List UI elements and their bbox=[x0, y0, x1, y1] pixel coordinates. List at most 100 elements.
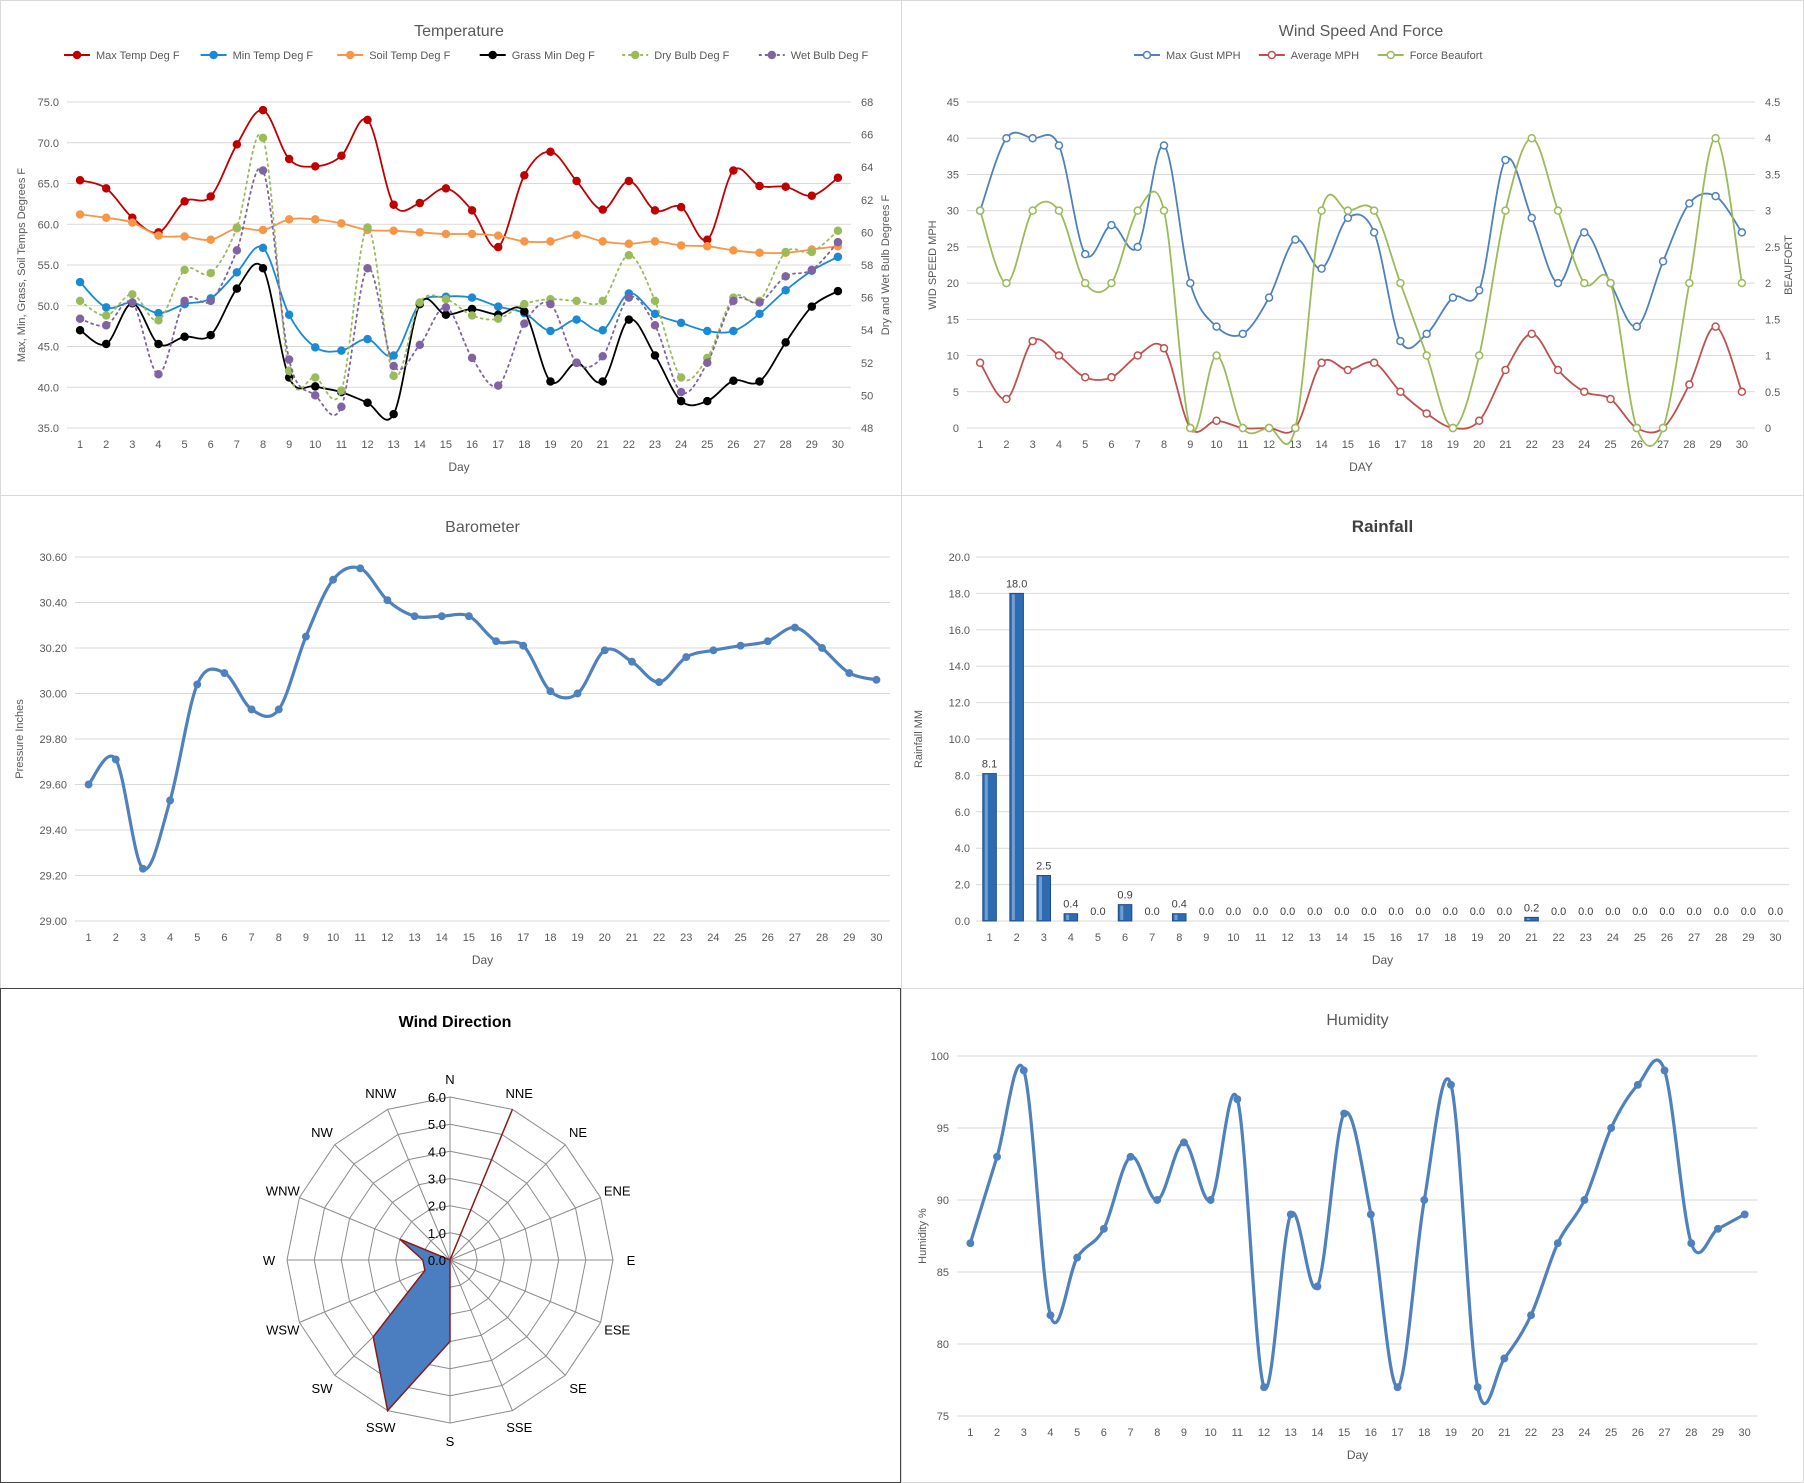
data-point bbox=[1473, 1383, 1482, 1392]
data-point bbox=[311, 382, 320, 391]
x-tick-label: 13 bbox=[1289, 439, 1301, 451]
data-point bbox=[441, 229, 451, 239]
x-tick-label: 9 bbox=[1181, 1427, 1187, 1439]
x-tick-label: 1 bbox=[77, 439, 83, 451]
x-tick-label: 9 bbox=[1203, 932, 1209, 944]
y-tick-label: 0 bbox=[953, 423, 959, 435]
data-point bbox=[624, 293, 634, 302]
y-tick-label: 45.0 bbox=[38, 342, 59, 354]
data-point bbox=[1206, 1196, 1215, 1204]
series-line bbox=[79, 213, 839, 255]
y-tick-label: 10.0 bbox=[949, 734, 970, 746]
data-point bbox=[180, 265, 189, 275]
data-point bbox=[154, 231, 163, 240]
x-tick-label: 13 bbox=[388, 439, 400, 451]
x-tick-label: 14 bbox=[436, 932, 448, 944]
data-point bbox=[1553, 206, 1563, 215]
x-tick-label: 23 bbox=[1580, 932, 1592, 944]
y-tick-label: 12.0 bbox=[949, 698, 970, 710]
direction-label: NNW bbox=[365, 1086, 397, 1101]
data-point bbox=[572, 315, 581, 324]
x-tick-label: 30 bbox=[1769, 932, 1781, 944]
x-tick-label: 9 bbox=[1187, 439, 1193, 451]
wind-direction-area bbox=[372, 1109, 514, 1413]
data-point bbox=[274, 705, 283, 714]
x-tick-label: 26 bbox=[1632, 1427, 1644, 1439]
y-tick-label: 30.60 bbox=[39, 552, 67, 564]
data-point bbox=[363, 264, 372, 273]
radar-spoke bbox=[387, 1109, 451, 1261]
radial-tick-label: 1.0 bbox=[428, 1226, 446, 1241]
x-tick-label: 15 bbox=[1342, 439, 1354, 451]
data-label: 0.0 bbox=[1280, 906, 1295, 918]
legend-swatch-marker bbox=[345, 50, 355, 60]
y-tick-label: 40 bbox=[947, 133, 959, 145]
legend-label: Average MPH bbox=[1291, 50, 1359, 62]
x-tick-label: 23 bbox=[1552, 439, 1564, 451]
x-tick-label: 20 bbox=[1498, 932, 1510, 944]
data-point bbox=[650, 206, 660, 215]
data-point bbox=[993, 1152, 1002, 1161]
data-point bbox=[232, 140, 242, 149]
direction-label: WSW bbox=[266, 1322, 300, 1337]
data-point bbox=[1238, 423, 1248, 433]
data-point bbox=[128, 298, 137, 307]
data-point bbox=[650, 351, 660, 360]
radar-spoke bbox=[334, 1144, 451, 1261]
x-tick-label: 19 bbox=[1471, 932, 1483, 944]
data-point bbox=[1002, 394, 1011, 404]
data-point bbox=[520, 319, 529, 328]
data-point bbox=[441, 294, 451, 304]
x-tick-label: 2 bbox=[1014, 932, 1020, 944]
x-tick-label: 25 bbox=[734, 932, 746, 944]
data-point bbox=[493, 231, 503, 240]
y-tick-label: 45 bbox=[947, 97, 959, 109]
data-point bbox=[75, 314, 85, 324]
x-tick-label: 19 bbox=[544, 439, 556, 451]
x-tick-label: 30 bbox=[870, 932, 882, 944]
y-tick-label: 35.0 bbox=[38, 423, 59, 435]
data-label: 0.0 bbox=[1307, 906, 1322, 918]
x-tick-label: 29 bbox=[843, 932, 855, 944]
data-point bbox=[1159, 141, 1169, 150]
wind-direction-chart-panel: Wind Direction N NNE NE ENE E ESE SE SSE S SSW SW WS… bbox=[0, 988, 901, 1483]
data-point bbox=[703, 396, 712, 406]
data-point bbox=[807, 265, 817, 275]
data-point bbox=[1264, 423, 1274, 433]
y2-tick-label: 4 bbox=[1765, 133, 1771, 145]
data-point bbox=[193, 680, 202, 689]
radar-spoke bbox=[449, 1144, 566, 1261]
data-point bbox=[247, 705, 256, 714]
data-point bbox=[258, 133, 268, 143]
x-tick-label: 24 bbox=[1578, 439, 1590, 451]
data-point bbox=[1291, 423, 1300, 433]
data-point bbox=[655, 678, 664, 687]
x-tick-label: 3 bbox=[129, 439, 135, 451]
x-tick-label: 16 bbox=[1368, 439, 1380, 451]
x-tick-label: 23 bbox=[680, 932, 692, 944]
data-point bbox=[650, 237, 660, 246]
y-tick-label: 29.40 bbox=[39, 825, 67, 837]
data-point bbox=[790, 623, 799, 632]
data-label: 0.0 bbox=[1416, 906, 1431, 918]
x-tick-label: 8 bbox=[276, 932, 282, 944]
data-point bbox=[546, 147, 555, 156]
data-label: 0.0 bbox=[1659, 906, 1674, 918]
data-point bbox=[676, 241, 686, 250]
data-point bbox=[1126, 1152, 1135, 1161]
rain-bar bbox=[1524, 916, 1539, 922]
data-point bbox=[415, 340, 425, 350]
data-point bbox=[1632, 322, 1642, 331]
data-point bbox=[755, 377, 764, 386]
data-point bbox=[1313, 1282, 1322, 1291]
x-tick-label: 24 bbox=[1607, 932, 1619, 944]
direction-label: E bbox=[627, 1253, 636, 1268]
legend-swatch-marker bbox=[767, 50, 777, 60]
y2-axis-label: BEAUFORT bbox=[1783, 235, 1795, 295]
series-line bbox=[979, 131, 1743, 350]
x-tick-label: 11 bbox=[1237, 439, 1248, 451]
data-point bbox=[337, 219, 346, 228]
data-label: 0.0 bbox=[1090, 906, 1105, 918]
series-line bbox=[87, 565, 878, 871]
x-tick-label: 14 bbox=[1336, 932, 1348, 944]
